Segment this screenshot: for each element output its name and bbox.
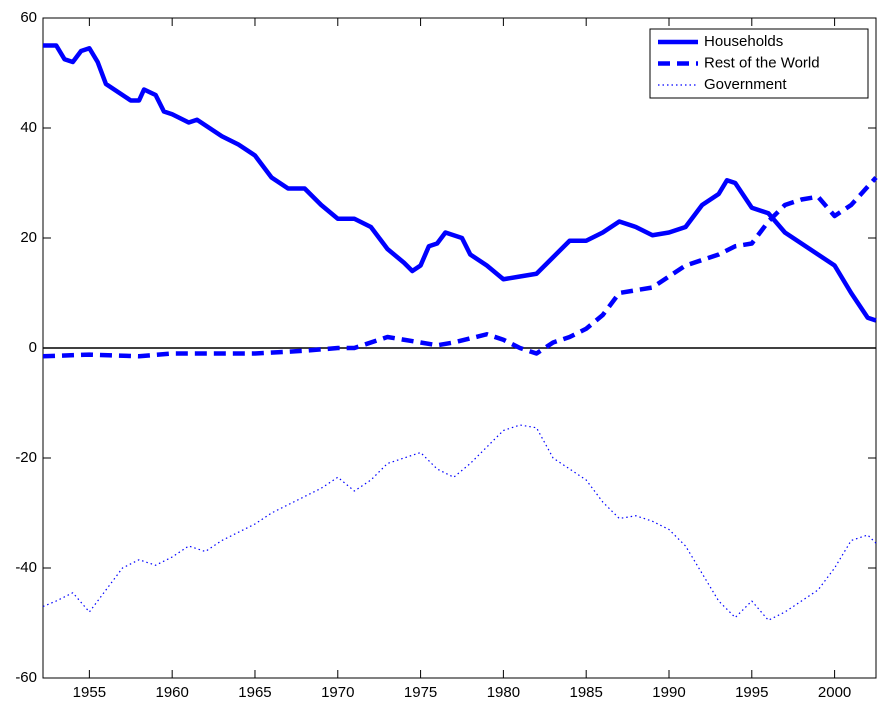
y-tick-label: -40 — [15, 559, 37, 576]
x-tick-label: 1995 — [735, 684, 768, 701]
x-tick-label: 1965 — [238, 684, 271, 701]
y-tick-label: 60 — [20, 9, 37, 26]
x-tick-label: 1990 — [652, 684, 685, 701]
x-tick-label: 1980 — [487, 684, 520, 701]
y-tick-label: 40 — [20, 119, 37, 136]
legend-label: Households — [704, 33, 783, 50]
series-line — [42, 175, 878, 359]
y-tick-label: 0 — [29, 339, 37, 356]
legend-label: Rest of the World — [704, 54, 820, 71]
legend-label: Government — [704, 76, 787, 93]
x-tick-label: 2000 — [818, 684, 851, 701]
x-tick-label: 1985 — [570, 684, 603, 701]
x-tick-label: 1975 — [404, 684, 437, 701]
x-tick-label: 1960 — [155, 684, 188, 701]
y-tick-label: -60 — [15, 669, 37, 686]
x-tick-label: 1970 — [321, 684, 354, 701]
x-tick-label: 1955 — [73, 684, 106, 701]
series-line — [42, 424, 877, 621]
y-tick-label: -20 — [15, 449, 37, 466]
series-line — [43, 43, 877, 323]
y-tick-label: 20 — [20, 229, 37, 246]
